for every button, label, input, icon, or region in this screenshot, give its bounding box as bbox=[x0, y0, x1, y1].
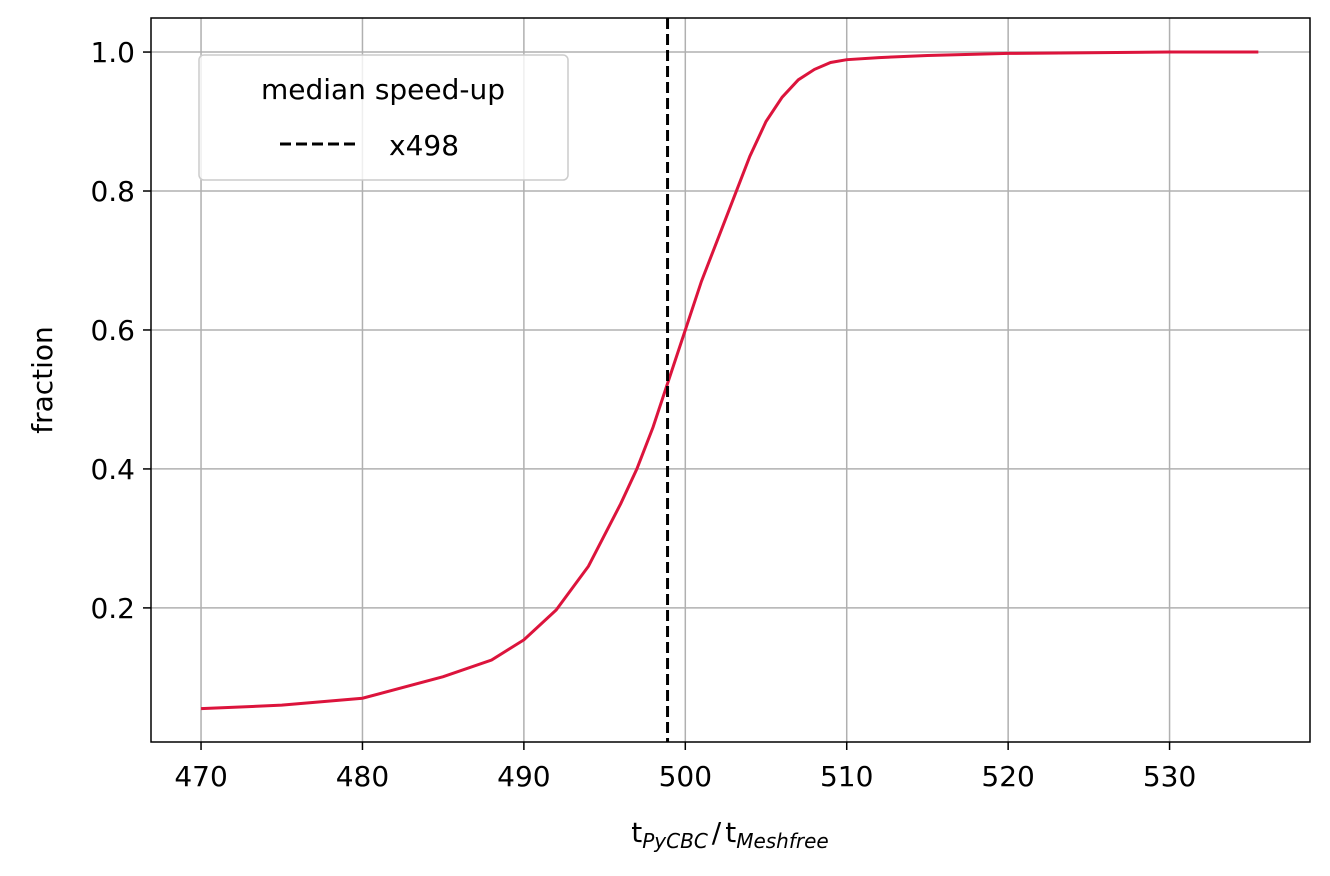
y-tick-label: 0.8 bbox=[90, 175, 135, 208]
x-axis-label: tPyCBC / tMeshfree bbox=[631, 816, 828, 853]
x-tick-label: 480 bbox=[336, 760, 389, 793]
x-tick-label: 520 bbox=[981, 760, 1034, 793]
legend-box bbox=[198, 54, 569, 181]
y-tick-label: 0.6 bbox=[90, 314, 135, 347]
legend-title: median speed-up bbox=[261, 73, 505, 106]
x-tick-label: 510 bbox=[820, 760, 873, 793]
x-label-part: t bbox=[725, 816, 736, 849]
x-tick-label: 530 bbox=[1143, 760, 1196, 793]
axes-frame bbox=[150, 17, 1311, 743]
y-tick-label: 0.4 bbox=[90, 453, 135, 486]
x-label-sub: Meshfree bbox=[736, 829, 829, 853]
y-axis-label: fraction bbox=[26, 326, 59, 434]
data-line bbox=[200, 50, 1259, 711]
y-tick-label: 1.0 bbox=[90, 36, 135, 69]
x-tick-label: 500 bbox=[659, 760, 712, 793]
x-label-sub: PyCBC bbox=[642, 829, 708, 853]
x-label-part: t bbox=[631, 816, 642, 849]
x-tick-label: 490 bbox=[497, 760, 550, 793]
x-tick-label: 470 bbox=[174, 760, 227, 793]
legend-label: x498 bbox=[389, 129, 459, 162]
y-tick-label: 0.2 bbox=[90, 592, 135, 625]
x-label-part: / bbox=[712, 816, 722, 849]
